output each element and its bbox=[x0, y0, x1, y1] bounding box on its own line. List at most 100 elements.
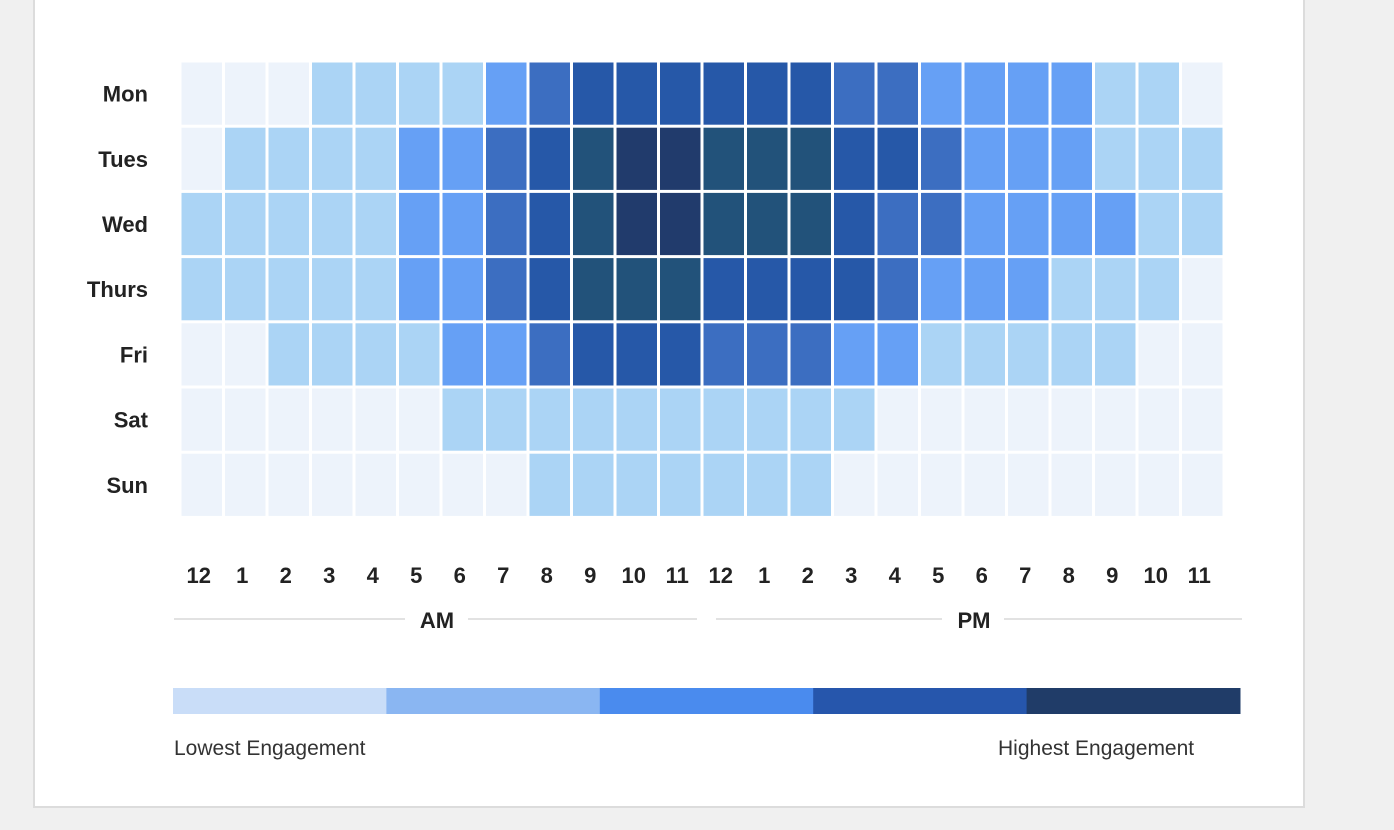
heatmap-cell bbox=[790, 258, 831, 321]
heatmap-cell bbox=[1182, 62, 1223, 125]
heatmap-cell bbox=[181, 388, 222, 451]
heatmap-cell bbox=[964, 258, 1005, 321]
heatmap-cell bbox=[1138, 192, 1179, 256]
heatmap-cell bbox=[616, 388, 657, 451]
heatmap-cell bbox=[877, 388, 918, 451]
heatmap-cell bbox=[573, 192, 614, 256]
heatmap-cell bbox=[442, 127, 483, 190]
heatmap-cell bbox=[225, 323, 266, 386]
heatmap-cell bbox=[312, 192, 353, 256]
heatmap-cell bbox=[486, 258, 527, 321]
hour-label: 5 bbox=[932, 563, 944, 588]
heatmap-cell bbox=[1182, 127, 1223, 190]
heatmap-cell bbox=[399, 62, 440, 125]
heatmap-cell bbox=[1008, 192, 1049, 256]
heatmap-cell bbox=[355, 388, 396, 451]
heatmap-cell bbox=[529, 127, 570, 190]
heatmap-cell bbox=[703, 192, 744, 256]
heatmap-cell bbox=[703, 127, 744, 190]
hour-label: 7 bbox=[497, 563, 509, 588]
heatmap-cell bbox=[703, 258, 744, 321]
heatmap-cell bbox=[660, 453, 701, 516]
heatmap-cell bbox=[703, 323, 744, 386]
heatmap-cell bbox=[355, 258, 396, 321]
hour-label: 1 bbox=[758, 563, 770, 588]
hour-label: 12 bbox=[187, 563, 211, 588]
day-label-mon: Mon bbox=[103, 82, 148, 107]
heatmap-cell bbox=[964, 62, 1005, 125]
heatmap-cell bbox=[529, 62, 570, 125]
heatmap-cell bbox=[703, 453, 744, 516]
heatmap-cell bbox=[1008, 453, 1049, 516]
heatmap-cell bbox=[1182, 388, 1223, 451]
heatmap-cell bbox=[225, 62, 266, 125]
heatmap-cell bbox=[355, 192, 396, 256]
heatmap-cell bbox=[486, 127, 527, 190]
heatmap-cell bbox=[268, 388, 309, 451]
heatmap-cell bbox=[834, 388, 875, 451]
heatmap-cell bbox=[225, 453, 266, 516]
heatmap-cell bbox=[225, 258, 266, 321]
day-label-fri: Fri bbox=[120, 342, 148, 367]
heatmap-cell bbox=[486, 453, 527, 516]
heatmap-cell bbox=[355, 453, 396, 516]
heatmap-cell bbox=[312, 127, 353, 190]
heatmap-cell bbox=[964, 388, 1005, 451]
heatmap-cell bbox=[1051, 192, 1092, 256]
heatmap-cell bbox=[486, 323, 527, 386]
heatmap-cell bbox=[442, 388, 483, 451]
heatmap-cell bbox=[225, 388, 266, 451]
heatmap-cell bbox=[181, 192, 222, 256]
heatmap-cell bbox=[399, 453, 440, 516]
heatmap-cell bbox=[747, 192, 788, 256]
heatmap-cell bbox=[268, 258, 309, 321]
heatmap-cell bbox=[573, 258, 614, 321]
day-label-thurs: Thurs bbox=[87, 277, 148, 302]
heatmap-cell bbox=[790, 62, 831, 125]
heatmap-cell bbox=[268, 192, 309, 256]
heatmap-cell bbox=[355, 62, 396, 125]
heatmap-cell bbox=[1051, 453, 1092, 516]
heatmap-cell bbox=[834, 323, 875, 386]
hour-label: 12 bbox=[709, 563, 733, 588]
heatmap-cell bbox=[529, 192, 570, 256]
heatmap-cell bbox=[1095, 323, 1136, 386]
heatmap-cell bbox=[1138, 62, 1179, 125]
heatmap-cell bbox=[442, 323, 483, 386]
heatmap-cell bbox=[268, 127, 309, 190]
heatmap-cell bbox=[790, 127, 831, 190]
heatmap-cell bbox=[181, 258, 222, 321]
heatmap-cell bbox=[268, 453, 309, 516]
heatmap-cell bbox=[1182, 258, 1223, 321]
heatmap-cell bbox=[921, 323, 962, 386]
heatmap-cell bbox=[312, 453, 353, 516]
heatmap-cell bbox=[1138, 388, 1179, 451]
legend-segment bbox=[173, 688, 387, 714]
heatmap-cell bbox=[573, 323, 614, 386]
heatmap-cell bbox=[573, 453, 614, 516]
heatmap-cell bbox=[573, 62, 614, 125]
heatmap-cell bbox=[355, 127, 396, 190]
heatmap-cell bbox=[747, 453, 788, 516]
heatmap-cell bbox=[921, 388, 962, 451]
hour-label: 7 bbox=[1019, 563, 1031, 588]
legend-high-label: Highest Engagement bbox=[998, 737, 1195, 760]
heatmap-cell bbox=[877, 127, 918, 190]
heatmap-cell bbox=[399, 192, 440, 256]
heatmap-cell bbox=[312, 323, 353, 386]
pm-label: PM bbox=[958, 608, 991, 633]
hour-label: 4 bbox=[367, 563, 380, 588]
heatmap-cell bbox=[877, 62, 918, 125]
am-label: AM bbox=[420, 608, 454, 633]
heatmap-cell bbox=[1138, 258, 1179, 321]
heatmap-cell bbox=[616, 192, 657, 256]
heatmap-cell bbox=[573, 388, 614, 451]
heatmap-cell bbox=[312, 62, 353, 125]
heatmap-cell bbox=[312, 258, 353, 321]
legend-low-label: Lowest Engagement bbox=[174, 737, 366, 760]
heatmap-cell bbox=[747, 388, 788, 451]
heatmap-cell bbox=[1138, 453, 1179, 516]
heatmap-cell bbox=[921, 258, 962, 321]
hour-label: 1 bbox=[236, 563, 248, 588]
heatmap-cell bbox=[660, 388, 701, 451]
